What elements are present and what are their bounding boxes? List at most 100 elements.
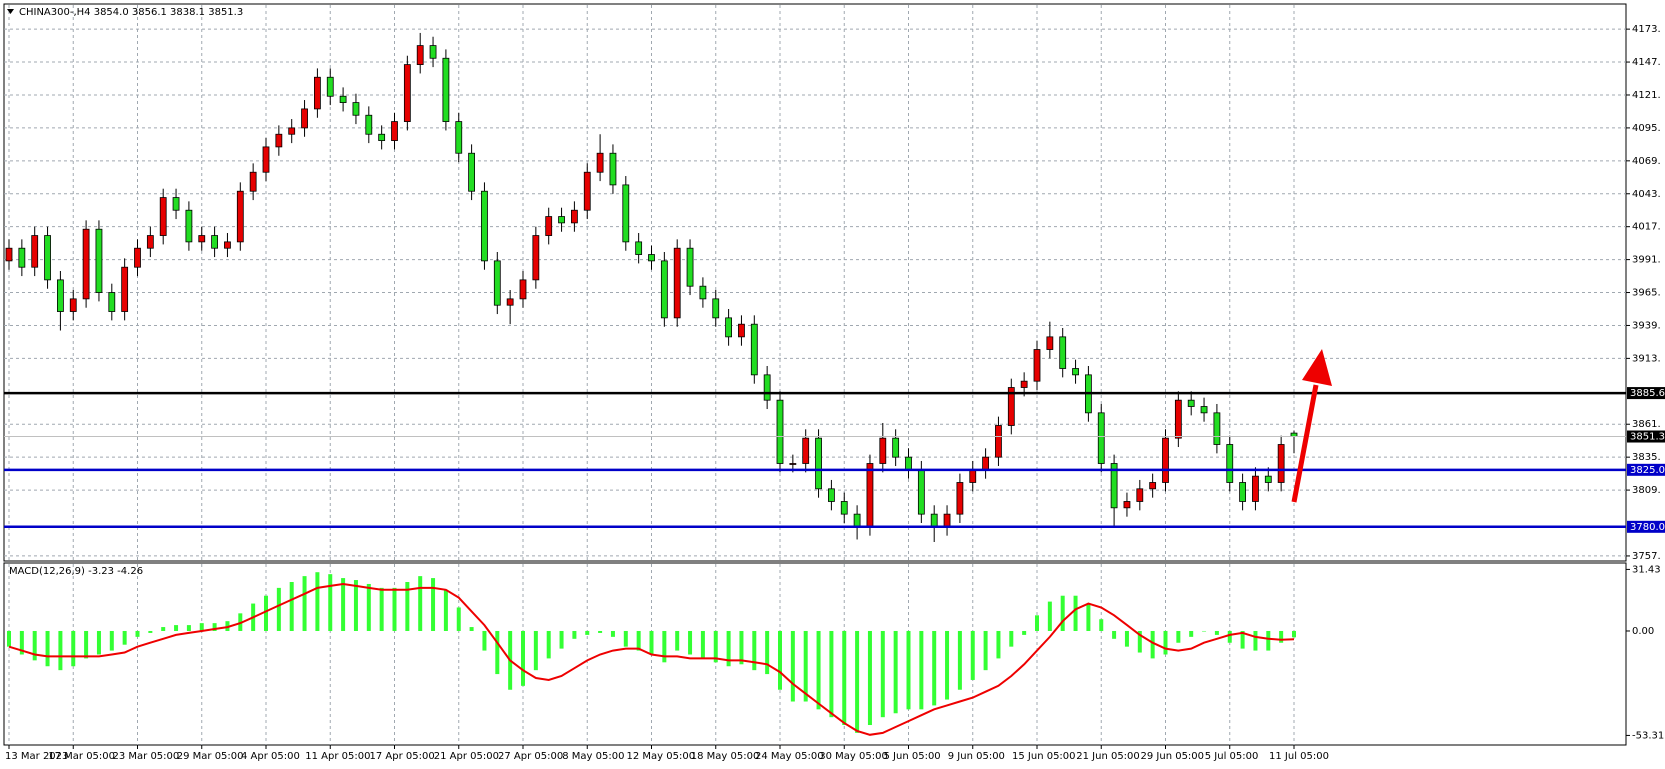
macd-bar [919, 630, 924, 710]
candle-body [635, 241, 643, 255]
macd-bar [1176, 630, 1181, 643]
arrow-shaft [1291, 384, 1319, 503]
x-tick-label: 21 Apr 05:00 [434, 751, 499, 762]
candle-body [1264, 475, 1272, 483]
macd-bar [7, 630, 11, 647]
candle-body [108, 292, 116, 312]
candle-body [159, 197, 167, 236]
candle-body [1290, 432, 1298, 437]
candle-body [905, 456, 912, 471]
x-tick-label: 11 Jul 05:00 [1269, 751, 1329, 762]
macd-bar [1047, 601, 1052, 631]
macd-bar [71, 630, 76, 667]
macd-bar [456, 607, 461, 631]
candle-body [622, 184, 630, 243]
candle-body [44, 235, 51, 281]
candle-body [5, 247, 13, 262]
macd-bar [752, 630, 757, 671]
macd-bar [765, 630, 770, 675]
macd-bar [610, 630, 615, 637]
level-label: 3825.0 [1630, 465, 1665, 476]
macd-bar [726, 630, 731, 667]
x-tick-label: 27 Apr 05:00 [498, 751, 563, 762]
price-panel [3, 3, 1627, 562]
macd-bar [1099, 619, 1104, 631]
candle-body [1252, 475, 1259, 502]
candle-body [995, 425, 1002, 458]
candle-body [416, 45, 424, 65]
x-tick-label: 29 Jun 05:00 [1141, 751, 1205, 762]
macd-bar [1240, 630, 1245, 649]
candle-body [1174, 399, 1182, 439]
macd-bar [816, 630, 821, 710]
level-label-box [1627, 387, 1665, 400]
candle-body [481, 190, 488, 262]
candle-body [1097, 412, 1105, 464]
macd-bar [1227, 630, 1232, 643]
x-tick-label: 24 May 05:00 [755, 751, 824, 762]
candle-body [1046, 336, 1054, 350]
candle-body [673, 247, 681, 319]
macd-bar [662, 630, 667, 663]
macd-bar [790, 630, 795, 702]
candle-body [429, 45, 437, 59]
candle-body [172, 197, 180, 211]
macd-bar [212, 623, 217, 631]
candle-body [211, 235, 219, 249]
macd-bar [482, 630, 487, 651]
candle-body [326, 76, 334, 97]
candle-body [712, 298, 720, 319]
macd-bar [379, 587, 384, 631]
signal-line [8, 582, 1295, 736]
candle-body [1213, 412, 1221, 445]
macd-bar [1202, 630, 1207, 632]
macd-bar [1060, 595, 1065, 631]
macd-bar [276, 587, 281, 631]
x-tick-label: 9 Jun 05:00 [948, 751, 1005, 762]
y-tick-label: 4095. [1632, 123, 1661, 134]
macd-bar [1253, 630, 1258, 651]
candle-body [1162, 437, 1169, 483]
macd-bar [855, 630, 860, 733]
macd-bar [842, 630, 847, 726]
candle-body [455, 121, 463, 154]
candle-body [391, 121, 398, 141]
macd-bar [1137, 630, 1142, 653]
candle-body [879, 437, 887, 464]
candle-body [802, 437, 810, 464]
macd-bar [161, 627, 166, 631]
macd-bar [533, 630, 538, 671]
candle-body [275, 133, 283, 148]
macd-bar [1189, 630, 1194, 637]
level-label-box [1627, 520, 1665, 533]
x-tick-label: 4 Apr 05:00 [241, 751, 300, 762]
x-tick-label: 17 Apr 05:00 [370, 751, 435, 762]
candle-body [699, 285, 707, 300]
macd-bar [906, 630, 911, 710]
candle-body [403, 64, 411, 122]
y-tick-label: 3757. [1632, 551, 1661, 562]
candle-body [365, 114, 373, 135]
macd-bar [585, 630, 590, 635]
macd-bar [688, 630, 693, 655]
macd-bar [431, 578, 436, 631]
candle-body [840, 501, 848, 515]
x-tick-label: 5 Jun 05:00 [884, 751, 941, 762]
macd-bar [700, 630, 705, 659]
candle-body [789, 463, 797, 465]
macd-bar [945, 630, 950, 700]
macd-bar [58, 630, 63, 671]
macd-bar [1150, 630, 1155, 659]
candle-body [982, 456, 989, 471]
macd-bar [366, 583, 371, 631]
chart-title: CHINA300-,H4 3854.0 3856.1 3838.1 3851.3 [19, 7, 243, 18]
level-label: 3885.6 [1630, 388, 1665, 399]
candle-body [69, 298, 77, 312]
macd-bar [649, 630, 654, 655]
macd-bar [829, 630, 834, 718]
candle-body [288, 127, 296, 135]
candle-body [750, 323, 758, 376]
macd-bar [1035, 615, 1039, 631]
macd-title: MACD(12,26,9) -3.23 -4.26 [9, 566, 143, 577]
macd-bar [996, 630, 1001, 659]
